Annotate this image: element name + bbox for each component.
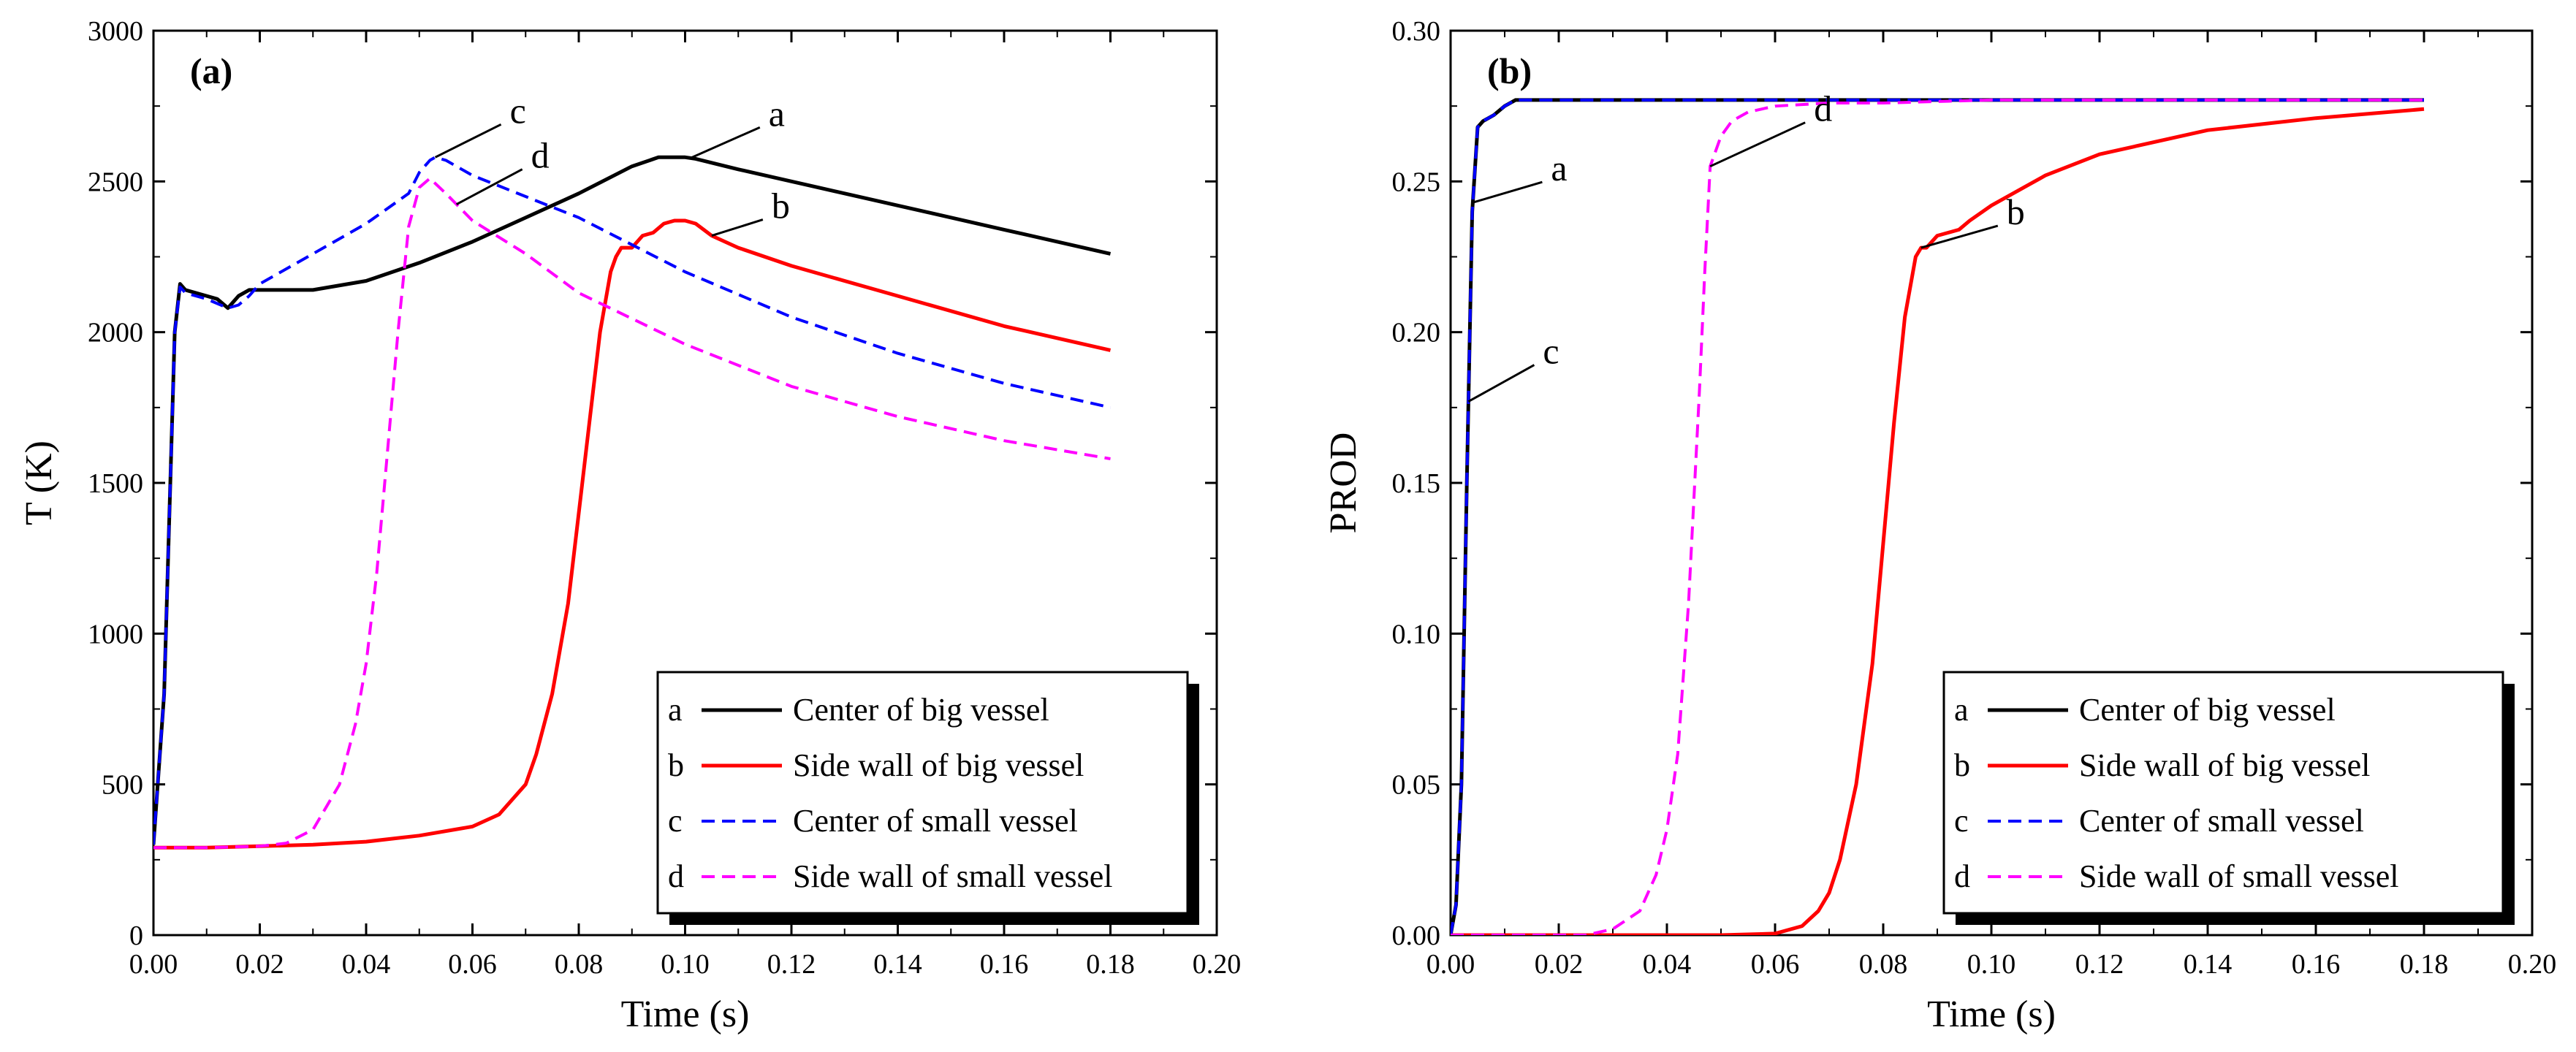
chart-panel-b: 0.00 0.02 0.04 0.06 0.08 0.10 0.12 0.14 0.16 0.18… (1323, 16, 2556, 1035)
y-tick-label: 0.05 (1392, 770, 1441, 801)
x-tick-label: 0.18 (1086, 949, 1135, 980)
x-tick-label: 0.14 (873, 949, 922, 980)
annotation-leader-c (434, 123, 502, 159)
y-tick-label: 0.25 (1392, 167, 1441, 197)
x-tick-label: 0.08 (1859, 949, 1908, 980)
y-axis-label: PROD (1323, 432, 1364, 534)
legend-key-a: a (1954, 692, 1969, 728)
annotation-label-d: d (531, 135, 550, 176)
annotation-label-c: c (510, 90, 526, 131)
legend-label-a: Center of big vessel (793, 692, 1049, 728)
y-tick-label: 3000 (88, 16, 143, 47)
x-tick-label: 0.20 (1193, 949, 1242, 980)
x-tick-label: 0.18 (2400, 949, 2449, 980)
y-tick-label: 1500 (88, 468, 143, 499)
y-tick-label: 0.00 (1392, 920, 1441, 951)
x-tick-label: 0.10 (661, 949, 710, 980)
x-tick-label: 0.04 (342, 949, 391, 980)
legend-box (656, 671, 1189, 915)
annotation-label-b: b (772, 186, 790, 226)
x-tick-label: 0.06 (1751, 949, 1800, 980)
annotation-leader-b (711, 218, 764, 237)
series-line-c (153, 156, 1111, 845)
y-tick-label: 2500 (88, 167, 143, 197)
y-tick-label: 0 (129, 920, 143, 951)
x-tick-label: 0.16 (980, 949, 1029, 980)
x-tick-label: 0.10 (1967, 949, 2016, 980)
annotation-leader-b (1920, 224, 1999, 249)
legend-label-a: Center of big vessel (2079, 692, 2336, 728)
y-tick-label: 0.15 (1392, 468, 1441, 499)
legend-key-d: d (1954, 858, 1970, 894)
panel-label: (b) (1487, 50, 1532, 91)
annotation-leader-d (1709, 121, 1806, 168)
x-tick-label: 0.20 (2508, 949, 2557, 980)
annotation-leader-c (1467, 364, 1535, 403)
series-line-a (153, 155, 1112, 845)
legend-label-d: Side wall of small vessel (2079, 858, 2399, 894)
y-tick-label: 2000 (88, 318, 143, 348)
y-tick-label: 1000 (88, 619, 143, 649)
annotation-label-d: d (1814, 88, 1832, 129)
x-axis-label: Time (s) (1927, 994, 2056, 1035)
x-tick-label: 0.04 (1643, 949, 1692, 980)
x-tick-label: 0.02 (235, 949, 284, 980)
annotation-label-a: a (1551, 148, 1567, 188)
y-tick-label: 0.10 (1392, 619, 1441, 649)
x-tick-label: 0.02 (1535, 949, 1584, 980)
x-tick-label: 0.12 (767, 949, 816, 980)
annotation-label-a: a (769, 93, 785, 134)
x-tick-label: 0.14 (2184, 949, 2233, 980)
legend-label-c: Center of small vessel (2079, 803, 2364, 839)
series-line-c (1451, 98, 2424, 935)
x-tick-label: 0.00 (129, 949, 178, 980)
annotation-label-b: b (2007, 191, 2025, 232)
x-tick-label: 0.00 (1426, 949, 1475, 980)
x-tick-label: 0.06 (448, 949, 497, 980)
legend-key-c: c (668, 803, 683, 839)
legend-label-d: Side wall of small vessel (793, 858, 1113, 894)
legend-label-b: Side wall of big vessel (793, 747, 1084, 783)
panel-label: (a) (190, 50, 232, 91)
legend-label-b: Side wall of big vessel (2079, 747, 2370, 783)
legend-key-a: a (668, 692, 683, 728)
legend-key-b: b (668, 747, 684, 783)
x-tick-label: 0.16 (2292, 949, 2341, 980)
legend-key-b: b (1954, 747, 1970, 783)
chart-panel-a: 0.00 0.02 0.04 0.06 0.08 0.10 0.12 0.14 0.16 0.18… (18, 16, 1241, 1035)
legend-label-c: Center of small vessel (793, 803, 1078, 839)
x-axis-label: Time (s) (621, 994, 750, 1035)
legend-key-c: c (1954, 803, 1969, 839)
y-tick-label: 0.30 (1392, 16, 1441, 47)
annotation-leader-d (455, 168, 523, 206)
y-axis-label: T (K) (18, 441, 60, 525)
series-line-d (153, 177, 1111, 850)
x-tick-label: 0.08 (555, 949, 604, 980)
y-tick-label: 500 (102, 770, 143, 801)
annotation-leader-a (690, 126, 761, 159)
annotation-leader-a (1472, 180, 1543, 204)
legend-box (1942, 671, 2504, 915)
series-line-b (1451, 107, 2425, 935)
legend-key-d: d (668, 858, 684, 894)
x-tick-label: 0.12 (2075, 949, 2124, 980)
series-line-d (1451, 98, 2424, 935)
y-tick-label: 0.20 (1392, 318, 1441, 348)
annotation-label-c: c (1543, 331, 1559, 372)
